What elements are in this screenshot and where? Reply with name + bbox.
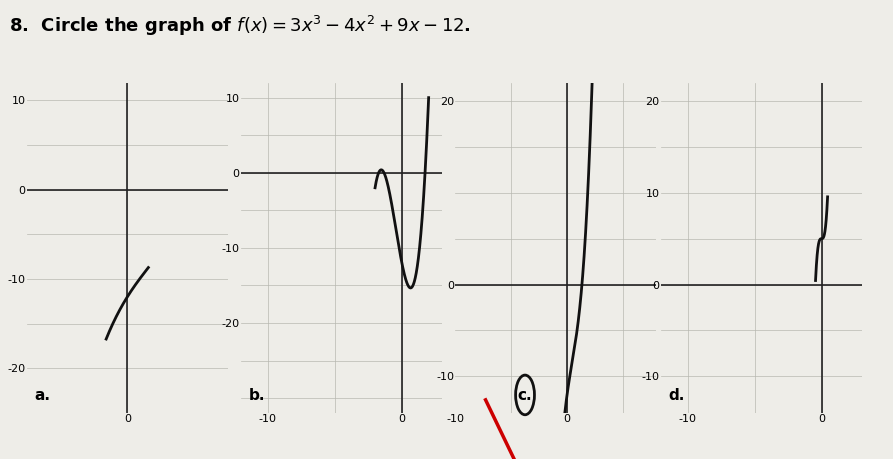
Text: b.: b. — [249, 388, 265, 403]
Text: a.: a. — [35, 388, 51, 403]
Text: c.: c. — [517, 388, 531, 403]
Text: 8.  Circle the graph of $f(x) = 3x^3 - 4x^2 + 9x - 12$.: 8. Circle the graph of $f(x) = 3x^3 - 4x… — [9, 14, 471, 38]
Text: d.: d. — [669, 388, 685, 403]
